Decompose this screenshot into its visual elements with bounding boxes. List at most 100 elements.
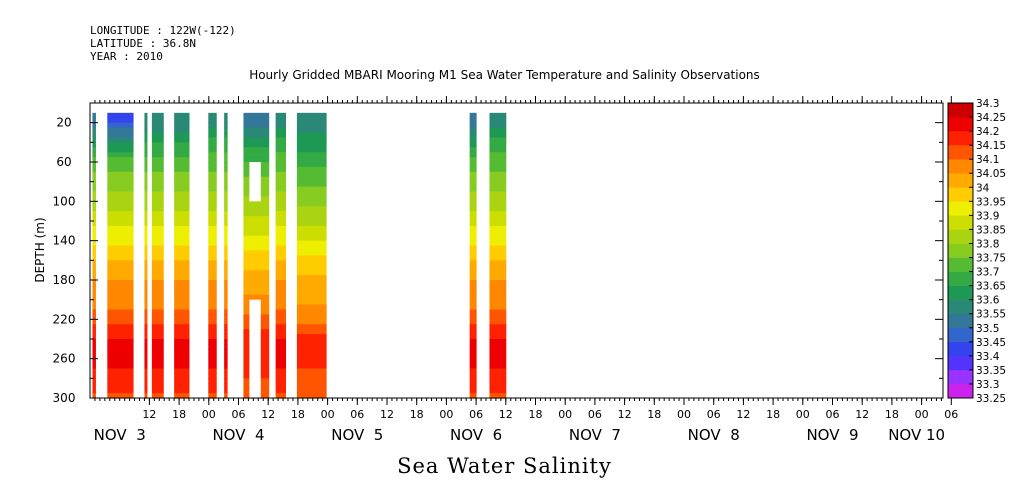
salinity-cell [489, 171, 507, 178]
salinity-cell [296, 235, 327, 242]
salinity-cell [92, 353, 96, 360]
salinity-cell [107, 181, 134, 188]
salinity-cell [144, 260, 148, 266]
salinity-cell [489, 216, 507, 222]
salinity-cell [151, 314, 164, 320]
salinity-cell [469, 250, 477, 257]
salinity-cell [208, 334, 217, 340]
salinity-cell [489, 196, 507, 202]
salinity-cell [151, 181, 164, 188]
salinity-cell [275, 132, 287, 139]
salinity-cell [174, 284, 190, 291]
salinity-cell [489, 280, 507, 286]
salinity-cell [208, 280, 217, 286]
salinity-cell [469, 255, 477, 261]
salinity-cell [469, 280, 477, 286]
colorbar-swatch [948, 201, 973, 216]
x-tick-label: 18 [647, 408, 661, 421]
salinity-cell [469, 314, 477, 320]
salinity-cell [107, 171, 134, 178]
colorbar-label: 34 [976, 182, 990, 194]
salinity-cell [243, 216, 270, 222]
salinity-cell [92, 314, 96, 320]
salinity-cell [107, 334, 134, 340]
salinity-cell [144, 230, 148, 237]
salinity-cell [92, 127, 96, 134]
missing-data-masks [249, 162, 261, 398]
y-tick-label: 60 [56, 155, 71, 169]
salinity-cell [174, 329, 190, 335]
salinity-cell [275, 245, 287, 252]
salinity-cell [151, 373, 164, 379]
salinity-cell [296, 294, 327, 301]
salinity-cell [144, 147, 148, 153]
salinity-cell [151, 368, 164, 375]
salinity-cell [275, 275, 287, 281]
salinity-cell [208, 265, 217, 271]
salinity-cell [469, 201, 477, 207]
salinity-cell [107, 299, 134, 306]
salinity-cell [144, 206, 148, 212]
salinity-cell [144, 216, 148, 222]
colorbar-legend: 33.25 33.3 33.35 33.4 33.45 33.5 33.55 33.6 33.6… [947, 98, 1006, 405]
salinity-cell [243, 117, 270, 124]
salinity-cell [208, 117, 217, 124]
salinity-cell [224, 255, 228, 261]
salinity-cell [174, 368, 190, 375]
salinity-cell [296, 122, 327, 129]
salinity-cell [144, 250, 148, 257]
salinity-cell [224, 353, 228, 360]
salinity-cell [275, 348, 287, 355]
missing-data-box [249, 299, 261, 398]
y-tick-label: 220 [53, 312, 76, 326]
day-label: NOV 9 [806, 426, 858, 444]
salinity-cell [224, 142, 228, 148]
salinity-cell [224, 343, 228, 350]
salinity-cell [224, 132, 228, 139]
data-segment [469, 112, 477, 399]
salinity-cell [208, 166, 217, 173]
salinity-cell [107, 255, 134, 261]
salinity-cell [224, 176, 228, 183]
salinity-cell [296, 176, 327, 183]
salinity-cell [107, 142, 134, 148]
year-label: YEAR : 2010 [90, 50, 163, 63]
salinity-cell [296, 206, 327, 212]
salinity-cell [151, 176, 164, 183]
salinity-cell [469, 221, 477, 227]
salinity-cell [275, 383, 287, 389]
salinity-cell [489, 289, 507, 296]
longitude-label: LONGITUDE : 122W(-122) [90, 24, 236, 37]
salinity-cell [151, 196, 164, 202]
salinity-cell [469, 368, 477, 375]
salinity-cell [107, 196, 134, 202]
salinity-cell [174, 137, 190, 143]
salinity-cell [489, 230, 507, 237]
salinity-cell [296, 373, 327, 379]
x-tick-label: 18 [529, 408, 543, 421]
salinity-cell [469, 373, 477, 379]
salinity-cell [469, 324, 477, 330]
salinity-cell [151, 299, 164, 306]
salinity-cell [92, 294, 96, 301]
salinity-cell [174, 211, 190, 217]
salinity-cell [107, 122, 134, 129]
salinity-cell [151, 388, 164, 394]
salinity-cell [275, 221, 287, 227]
salinity-cell [92, 235, 96, 242]
salinity-cell [107, 363, 134, 370]
salinity-cell [107, 270, 134, 276]
salinity-cell [174, 250, 190, 257]
salinity-cell [489, 294, 507, 301]
salinity-cell [296, 353, 327, 360]
data-segment [489, 112, 507, 399]
salinity-cell [107, 166, 134, 173]
salinity-cell [107, 393, 134, 399]
salinity-cell [296, 339, 327, 345]
x-tick-label: 12 [499, 408, 513, 421]
salinity-cell [489, 363, 507, 370]
x-tick-label: 00 [321, 408, 335, 421]
salinity-cell [92, 343, 96, 350]
salinity-cell [144, 363, 148, 370]
salinity-cell [224, 270, 228, 276]
